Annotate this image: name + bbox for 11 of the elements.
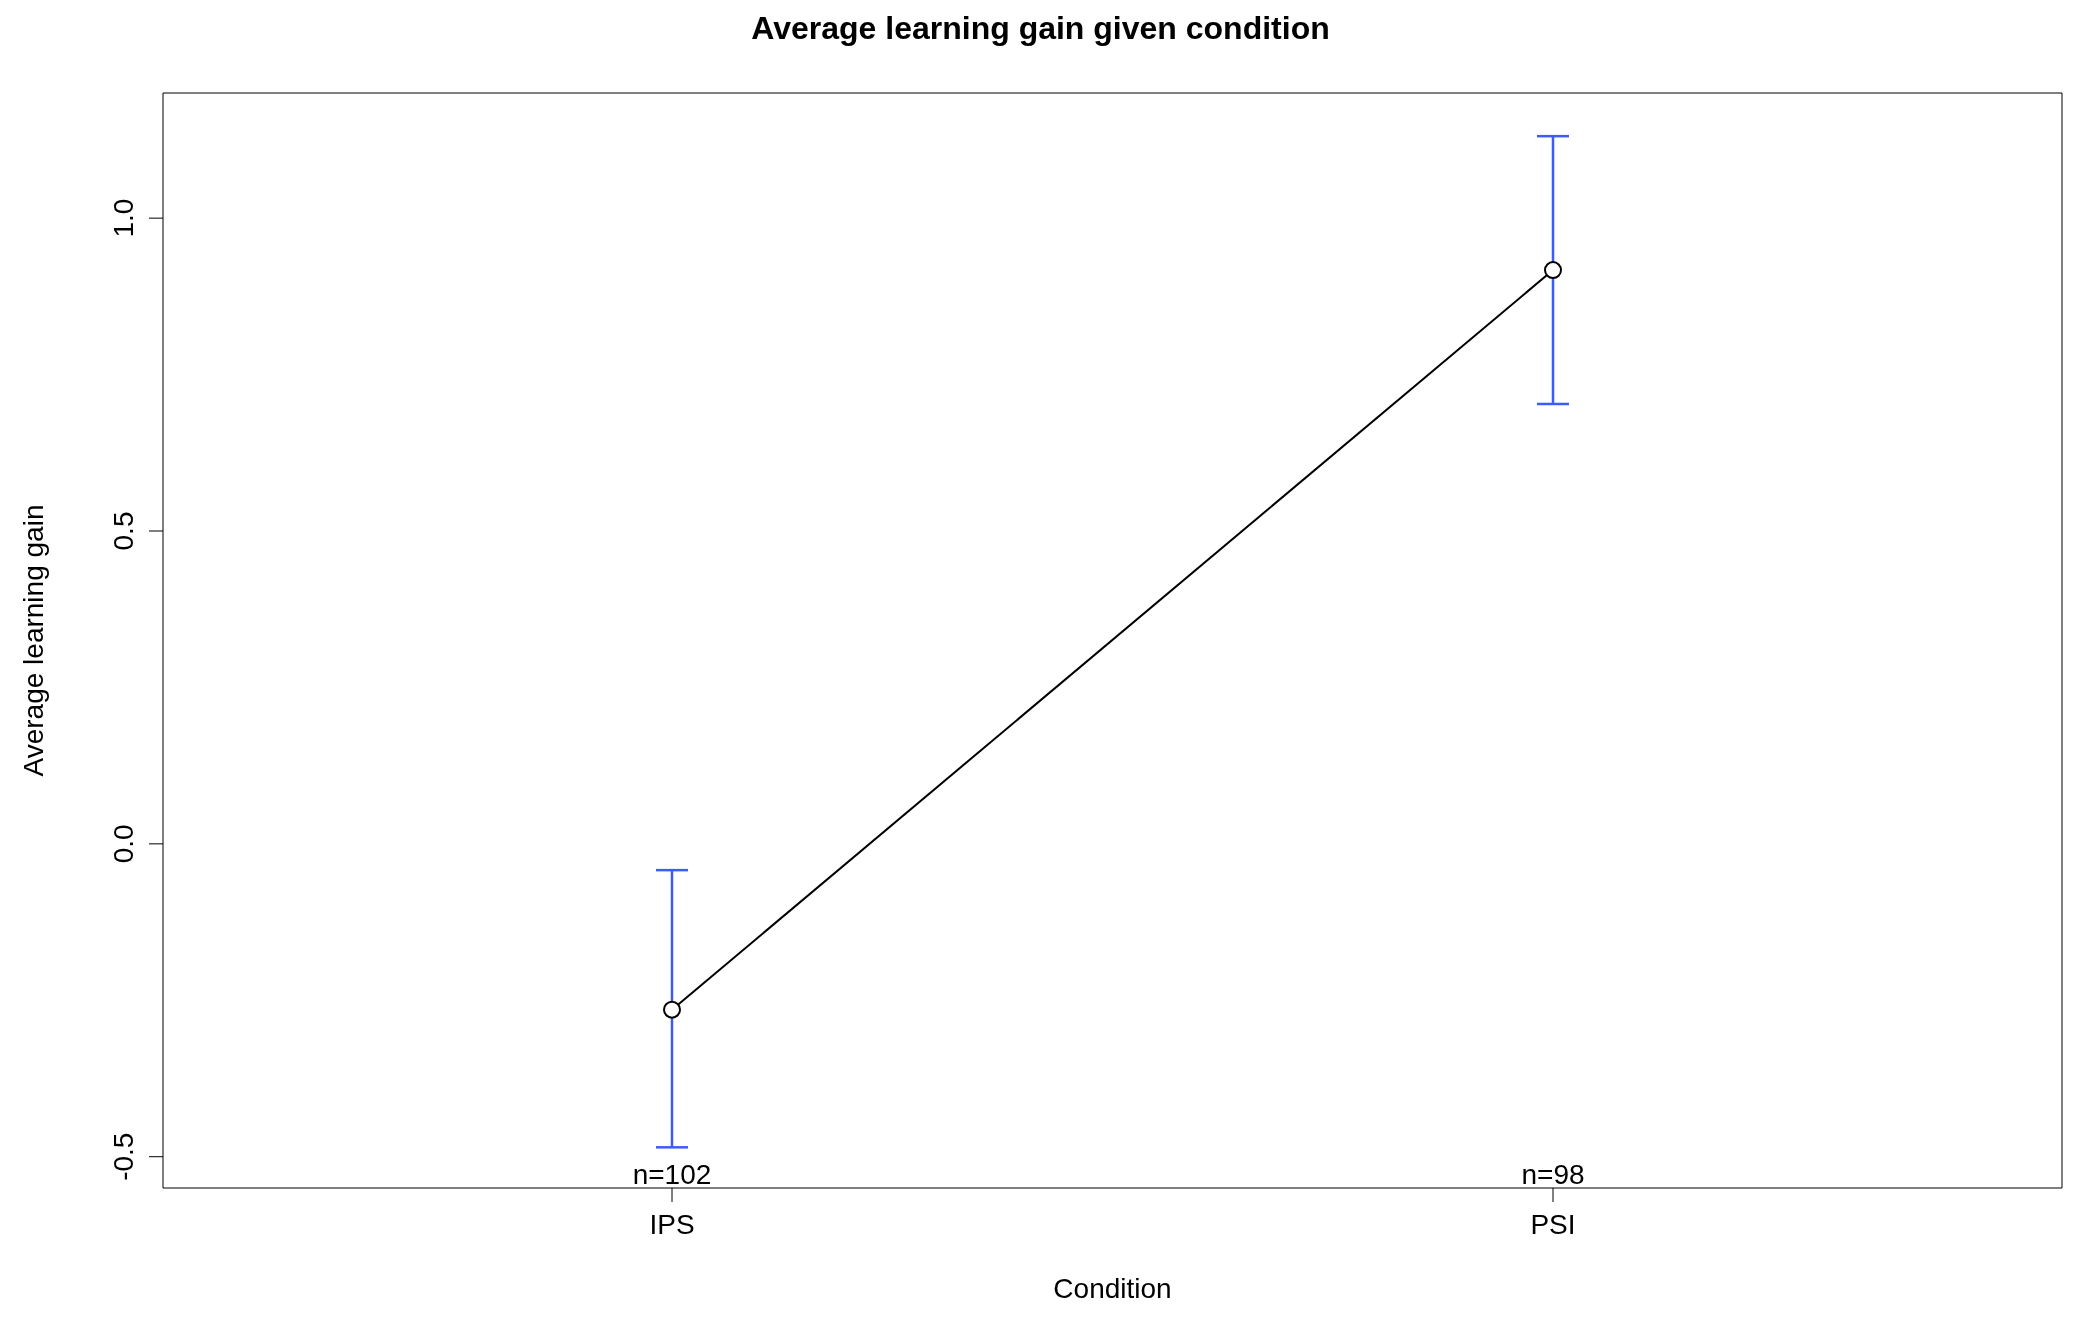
x-tick-label: IPS <box>649 1208 695 1240</box>
y-tick-label: 0.5 <box>108 511 139 551</box>
x-axis-title: Condition <box>1053 1273 1172 1304</box>
annotation: n=98 <box>1521 1159 1585 1190</box>
y-tick-label: 1.0 <box>108 198 139 238</box>
y-tick-label: 0.0 <box>108 824 139 864</box>
annotation: n=102 <box>632 1159 712 1190</box>
chart-title: Average learning gain given condition <box>750 9 1331 48</box>
y-tick-label: -0.5 <box>108 1132 139 1181</box>
x-tick-label: PSI <box>1530 1208 1576 1240</box>
y-axis-title: Average learning gain <box>17 504 49 777</box>
